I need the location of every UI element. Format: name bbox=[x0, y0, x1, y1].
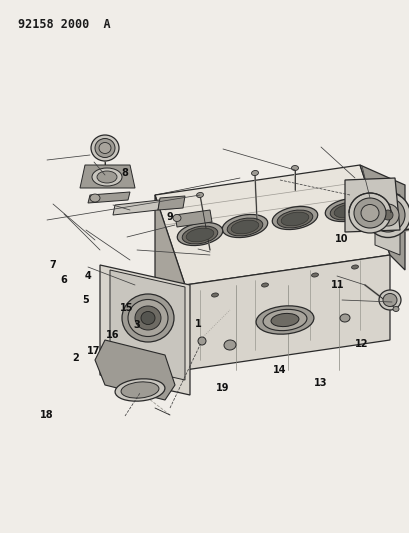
Text: 12: 12 bbox=[355, 339, 369, 349]
Ellipse shape bbox=[182, 226, 218, 244]
Ellipse shape bbox=[91, 135, 119, 161]
Polygon shape bbox=[175, 210, 212, 227]
Ellipse shape bbox=[325, 198, 371, 222]
Ellipse shape bbox=[122, 294, 174, 342]
Ellipse shape bbox=[354, 198, 386, 228]
Ellipse shape bbox=[383, 294, 397, 306]
Text: 6: 6 bbox=[60, 275, 67, 285]
Text: 3: 3 bbox=[134, 320, 140, 330]
Ellipse shape bbox=[90, 194, 100, 202]
Text: 7: 7 bbox=[50, 261, 56, 270]
Ellipse shape bbox=[334, 204, 362, 218]
Text: 4: 4 bbox=[85, 271, 91, 281]
Text: 5: 5 bbox=[83, 295, 89, 304]
Text: 18: 18 bbox=[40, 410, 54, 419]
Ellipse shape bbox=[128, 300, 168, 336]
Text: 19: 19 bbox=[216, 383, 230, 393]
Ellipse shape bbox=[366, 192, 409, 238]
Ellipse shape bbox=[377, 204, 399, 226]
Ellipse shape bbox=[99, 142, 111, 154]
Ellipse shape bbox=[271, 313, 299, 327]
Ellipse shape bbox=[227, 218, 263, 236]
Polygon shape bbox=[185, 255, 390, 370]
Text: 14: 14 bbox=[273, 366, 287, 375]
Text: 13: 13 bbox=[314, 378, 328, 387]
Ellipse shape bbox=[277, 210, 313, 228]
Ellipse shape bbox=[261, 283, 268, 287]
Ellipse shape bbox=[340, 314, 350, 322]
Polygon shape bbox=[375, 185, 400, 255]
Text: 11: 11 bbox=[330, 280, 344, 290]
Polygon shape bbox=[113, 200, 160, 215]
Ellipse shape bbox=[256, 306, 314, 334]
Polygon shape bbox=[80, 165, 135, 188]
Ellipse shape bbox=[379, 290, 401, 310]
Ellipse shape bbox=[361, 205, 379, 222]
Polygon shape bbox=[360, 165, 405, 270]
Ellipse shape bbox=[330, 202, 366, 220]
Text: 8: 8 bbox=[121, 168, 128, 178]
Ellipse shape bbox=[186, 228, 214, 242]
Ellipse shape bbox=[97, 171, 117, 183]
Ellipse shape bbox=[211, 293, 218, 297]
Ellipse shape bbox=[224, 340, 236, 350]
Ellipse shape bbox=[177, 222, 223, 246]
Ellipse shape bbox=[272, 206, 318, 230]
Ellipse shape bbox=[252, 171, 258, 175]
Polygon shape bbox=[345, 178, 400, 232]
Text: 15: 15 bbox=[120, 303, 134, 313]
Ellipse shape bbox=[281, 212, 309, 226]
Ellipse shape bbox=[92, 168, 122, 186]
Polygon shape bbox=[155, 165, 390, 285]
Ellipse shape bbox=[222, 214, 268, 238]
Text: 16: 16 bbox=[106, 330, 119, 340]
Ellipse shape bbox=[198, 337, 206, 345]
Ellipse shape bbox=[371, 198, 405, 232]
Ellipse shape bbox=[312, 273, 319, 277]
Ellipse shape bbox=[349, 193, 391, 233]
Text: 10: 10 bbox=[335, 234, 348, 244]
Polygon shape bbox=[158, 196, 185, 210]
Text: 1: 1 bbox=[195, 319, 202, 329]
Polygon shape bbox=[110, 270, 185, 380]
Ellipse shape bbox=[141, 311, 155, 325]
Ellipse shape bbox=[263, 309, 307, 330]
Polygon shape bbox=[155, 195, 185, 370]
Ellipse shape bbox=[292, 166, 299, 171]
Ellipse shape bbox=[95, 139, 115, 157]
Text: 17: 17 bbox=[87, 346, 101, 356]
Text: 9: 9 bbox=[166, 213, 173, 222]
Ellipse shape bbox=[352, 265, 358, 269]
Polygon shape bbox=[95, 340, 175, 400]
Ellipse shape bbox=[173, 214, 181, 222]
Text: 2: 2 bbox=[72, 353, 79, 363]
Polygon shape bbox=[100, 265, 190, 395]
Ellipse shape bbox=[135, 306, 161, 330]
Polygon shape bbox=[88, 192, 130, 203]
Ellipse shape bbox=[115, 379, 165, 401]
Ellipse shape bbox=[231, 220, 259, 234]
Ellipse shape bbox=[383, 210, 393, 220]
Ellipse shape bbox=[121, 382, 159, 398]
Text: 92158 2000  A: 92158 2000 A bbox=[18, 18, 110, 31]
Ellipse shape bbox=[197, 192, 203, 198]
Ellipse shape bbox=[393, 306, 399, 311]
